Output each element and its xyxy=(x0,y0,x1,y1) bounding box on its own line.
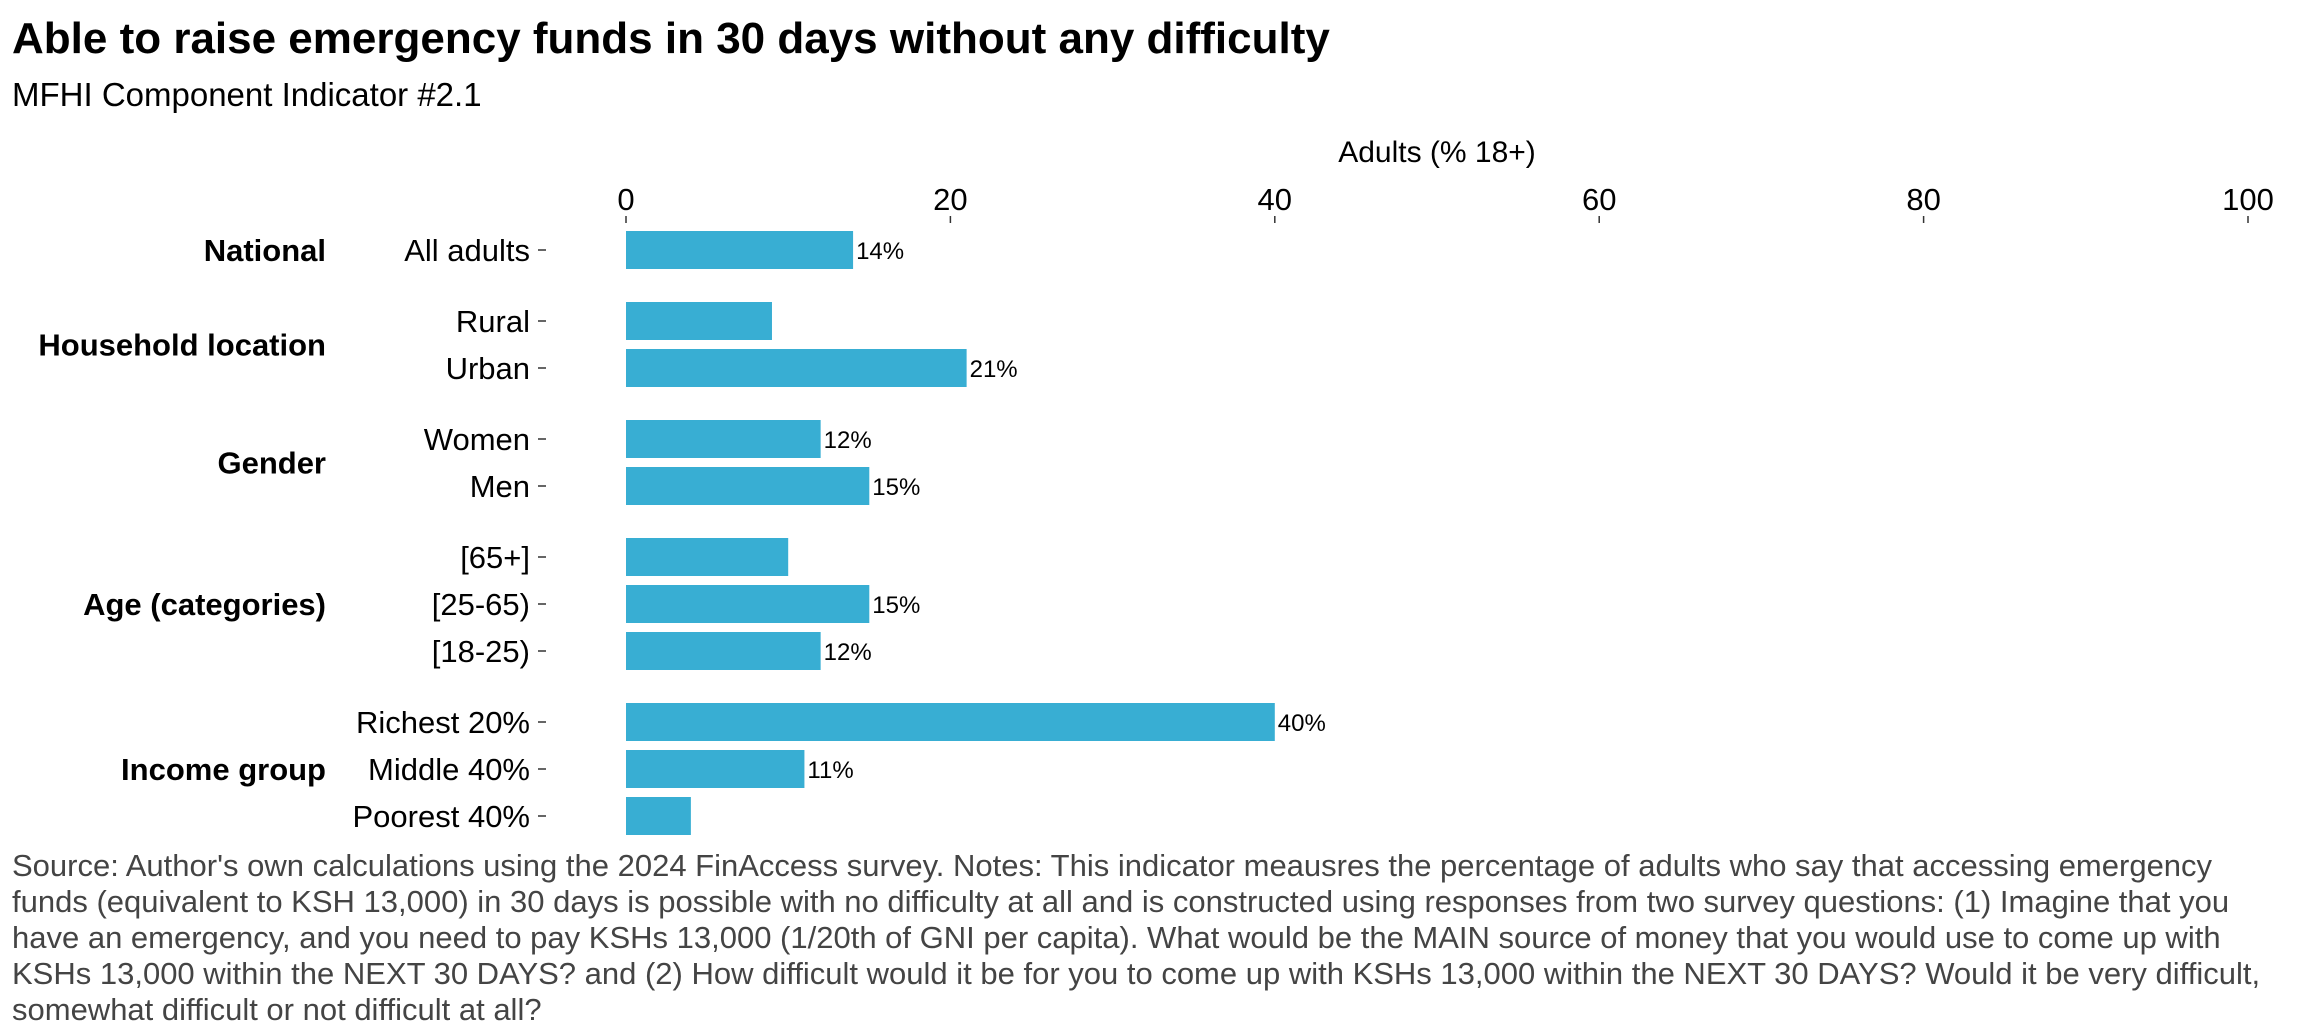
category-label: Richest 20% xyxy=(356,705,530,740)
category-label: Poorest 40% xyxy=(353,799,531,834)
bar xyxy=(626,467,870,505)
chart-title: Able to raise emergency funds in 30 days… xyxy=(12,14,1330,63)
data-label: 11% xyxy=(807,757,853,784)
group-label: Age (categories) xyxy=(83,587,326,622)
x-tick-label: 20 xyxy=(933,182,967,217)
group-label: Income group xyxy=(121,752,326,787)
x-tick-label: 0 xyxy=(617,182,634,217)
bar xyxy=(626,302,772,340)
bar-chart: Adults (% 18+) 0 20 40 60 80 100 All adults 14% N… xyxy=(38,136,2274,835)
category-label: [25-65) xyxy=(432,587,530,622)
category-label: All adults xyxy=(404,233,530,268)
category-label: [65+] xyxy=(460,540,530,575)
category-label: Urban xyxy=(446,351,530,386)
bar xyxy=(626,632,821,670)
x-tick-label: 40 xyxy=(1258,182,1292,217)
category-label: Men xyxy=(470,469,530,504)
group-label: Gender xyxy=(217,446,326,481)
data-label: 15% xyxy=(872,592,920,619)
x-tick-label: 100 xyxy=(2222,182,2274,217)
data-label: 12% xyxy=(824,427,872,454)
data-label: 40% xyxy=(1278,710,1326,737)
category-label: Rural xyxy=(456,304,530,339)
category-label: Women xyxy=(424,422,530,457)
x-tick-label: 60 xyxy=(1582,182,1616,217)
bar xyxy=(626,420,821,458)
x-axis-title: Adults (% 18+) xyxy=(1338,136,1536,169)
data-label: 15% xyxy=(872,474,920,501)
bar xyxy=(626,797,691,835)
chart-subtitle: MFHI Component Indicator #2.1 xyxy=(12,76,482,113)
bar xyxy=(626,703,1275,741)
source-notes: Source: Author's own calculations using … xyxy=(12,848,2261,1027)
bar xyxy=(626,750,805,788)
x-tick-label: 80 xyxy=(1906,182,1940,217)
group-label: National xyxy=(204,233,326,268)
bar xyxy=(626,585,870,623)
bar xyxy=(626,231,854,269)
category-label: [18-25) xyxy=(432,634,530,669)
category-label: Middle 40% xyxy=(368,752,530,787)
data-label: 12% xyxy=(824,639,872,666)
data-label: 14% xyxy=(856,238,904,265)
bar xyxy=(626,349,967,387)
group-label: Household location xyxy=(38,328,326,363)
data-label: 21% xyxy=(970,356,1018,383)
bar xyxy=(626,538,789,576)
